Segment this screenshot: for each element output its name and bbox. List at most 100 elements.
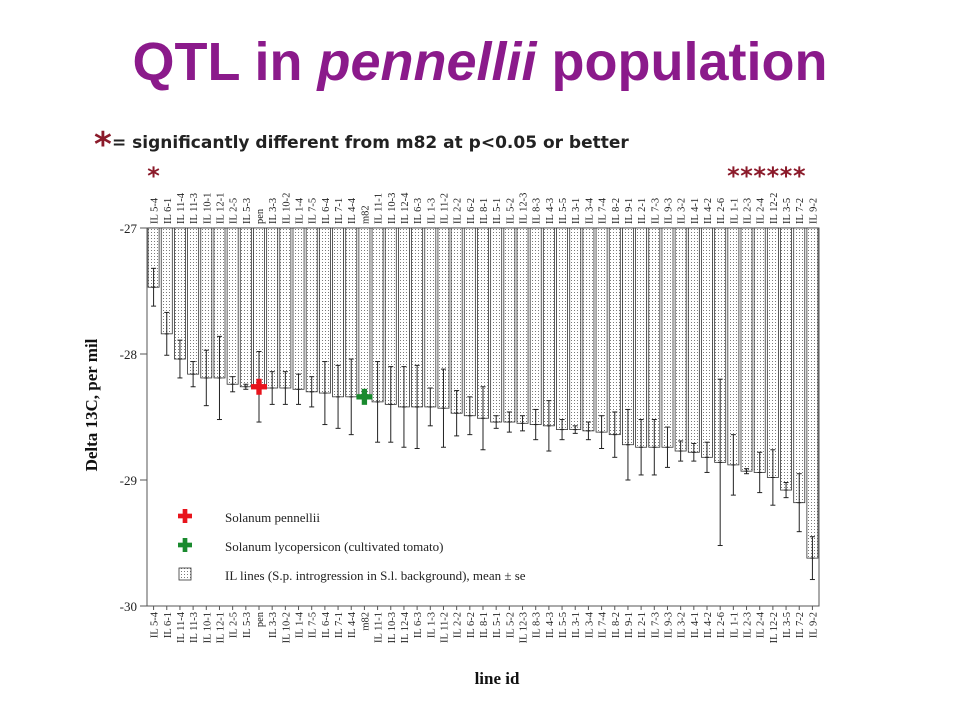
bar [569, 227, 582, 431]
x-tick-label-top: IL 7-2 [795, 198, 806, 224]
bar [490, 227, 503, 423]
x-tick-label-bottom: IL 9-2 [808, 612, 819, 638]
significance-marker: * [780, 162, 793, 190]
x-tick-label-bottom: IL 6-2 [466, 612, 477, 638]
x-tick-label-top: IL 9-3 [663, 198, 674, 224]
x-tick-label-top: IL 2-4 [756, 197, 767, 224]
x-tick-label-top: IL 10-2 [281, 193, 292, 224]
highlight-marker-v [256, 378, 262, 395]
x-tick-label-bottom: IL 8-3 [532, 612, 543, 638]
x-tick-label-top: IL 12-4 [400, 192, 411, 224]
x-tick-label-bottom: IL 6-1 [163, 612, 174, 638]
x-tick-label-bottom: IL 12-4 [400, 611, 411, 643]
note-asterisk: * [94, 125, 112, 165]
significance-marker: * [147, 162, 160, 190]
bar [595, 227, 608, 433]
x-tick-label-top: IL 5-2 [505, 198, 516, 224]
legend-label: Solanum pennellii [225, 510, 320, 525]
bar [793, 227, 806, 504]
x-tick-label-top: IL 12-2 [769, 193, 780, 224]
x-tick-label-top: IL 5-1 [492, 198, 503, 224]
x-tick-label-bottom: IL 3-4 [584, 611, 595, 638]
bar [424, 227, 437, 408]
x-tick-label-top: IL 2-2 [453, 198, 464, 224]
x-tick-label-bottom: IL 8-2 [611, 612, 622, 638]
x-tick-label-top: IL 11-4 [176, 192, 187, 224]
x-tick-label-bottom: IL 10-1 [202, 612, 213, 643]
x-axis-label: line id [475, 669, 520, 688]
y-tick-label: -30 [120, 599, 137, 614]
x-tick-label-bottom: IL 5-1 [492, 612, 503, 638]
x-tick-label-bottom: IL 2-5 [229, 612, 240, 638]
x-tick-label-top: IL 11-2 [439, 193, 450, 224]
x-tick-label-top: IL 9-2 [808, 198, 819, 224]
bar [753, 227, 766, 473]
x-tick-label-bottom: IL 2-4 [756, 611, 767, 638]
bar [687, 227, 700, 453]
x-tick-label-bottom: IL 5-5 [558, 612, 569, 638]
x-tick-label-bottom: IL 8-1 [479, 612, 490, 638]
y-axis-label: Delta 13C, per mil [82, 338, 101, 471]
x-tick-label-bottom: IL 5-2 [505, 612, 516, 638]
x-tick-label-bottom: IL 2-1 [637, 612, 648, 638]
y-tick-label: -27 [120, 221, 138, 236]
bar [648, 227, 661, 448]
bar [780, 227, 792, 491]
bar [305, 227, 318, 393]
legend-marker-v [182, 538, 188, 552]
bar [766, 227, 779, 478]
legend-marker-v [182, 509, 188, 523]
x-tick-label-bottom: IL 3-3 [268, 612, 279, 638]
highlight-marker [356, 388, 373, 405]
x-tick-label-top: m82 [360, 205, 371, 224]
bar [727, 227, 740, 466]
bar [292, 227, 305, 390]
x-tick-label-top: IL 6-3 [413, 198, 424, 224]
x-tick-label-bottom: IL 4-2 [703, 612, 714, 638]
x-tick-label-top: IL 2-6 [716, 198, 727, 224]
x-tick-label-bottom: IL 11-1 [374, 612, 385, 643]
x-tick-label-bottom: IL 2-6 [716, 612, 727, 638]
bar [661, 227, 674, 448]
x-tick-label-top: IL 3-1 [571, 198, 582, 224]
bar [635, 227, 648, 448]
x-tick-label-bottom: IL 7-3 [650, 612, 661, 638]
title-after: population [536, 32, 828, 92]
legend-marker [178, 567, 192, 581]
x-tick-label-bottom: IL 1-3 [426, 612, 437, 638]
x-tick-label-top: IL 10-3 [387, 193, 398, 224]
x-tick-label-bottom: IL 6-3 [413, 612, 424, 638]
x-tick-label-top: IL 5-4 [150, 197, 161, 224]
x-tick-label-top: IL 2-1 [637, 198, 648, 224]
bar [542, 227, 555, 427]
bar [187, 227, 200, 375]
significance-marker: * [753, 162, 766, 190]
x-tick-label-top: IL 7-5 [308, 198, 319, 224]
legend-label: IL lines (S.p. introgression in S.l. bac… [225, 568, 526, 583]
x-tick-label-top: IL 7-4 [598, 197, 609, 224]
x-tick-label-bottom: IL 10-3 [387, 612, 398, 643]
title-italic: pennellii [317, 32, 537, 92]
x-tick-label-top: IL 1-1 [729, 198, 740, 224]
x-tick-label-top: IL 3-3 [268, 198, 279, 224]
x-tick-label-top: IL 2-5 [229, 198, 240, 224]
x-tick-label-bottom: IL 12-1 [215, 612, 226, 643]
x-tick-label-top: IL 4-2 [703, 198, 714, 224]
x-tick-label-top: IL 11-3 [189, 193, 200, 224]
x-tick-label-top: IL 8-1 [479, 198, 490, 224]
x-tick-label-bottom: IL 11-2 [439, 612, 450, 643]
bar [226, 227, 239, 385]
x-tick-label-bottom: IL 1-1 [729, 612, 740, 638]
bar [701, 227, 713, 458]
x-tick-label-top: IL 4-3 [545, 198, 556, 224]
x-tick-label-bottom: IL 3-5 [782, 612, 793, 638]
x-tick-label-bottom: IL 6-4 [321, 611, 332, 638]
x-tick-label-bottom: pen [255, 611, 266, 627]
highlight-marker-v [361, 388, 368, 405]
bar [674, 227, 687, 452]
x-tick-label-bottom: IL 4-4 [347, 611, 358, 638]
bar [740, 227, 753, 472]
bar [516, 227, 529, 424]
note-text: = significantly different from m82 at p<… [112, 133, 629, 153]
